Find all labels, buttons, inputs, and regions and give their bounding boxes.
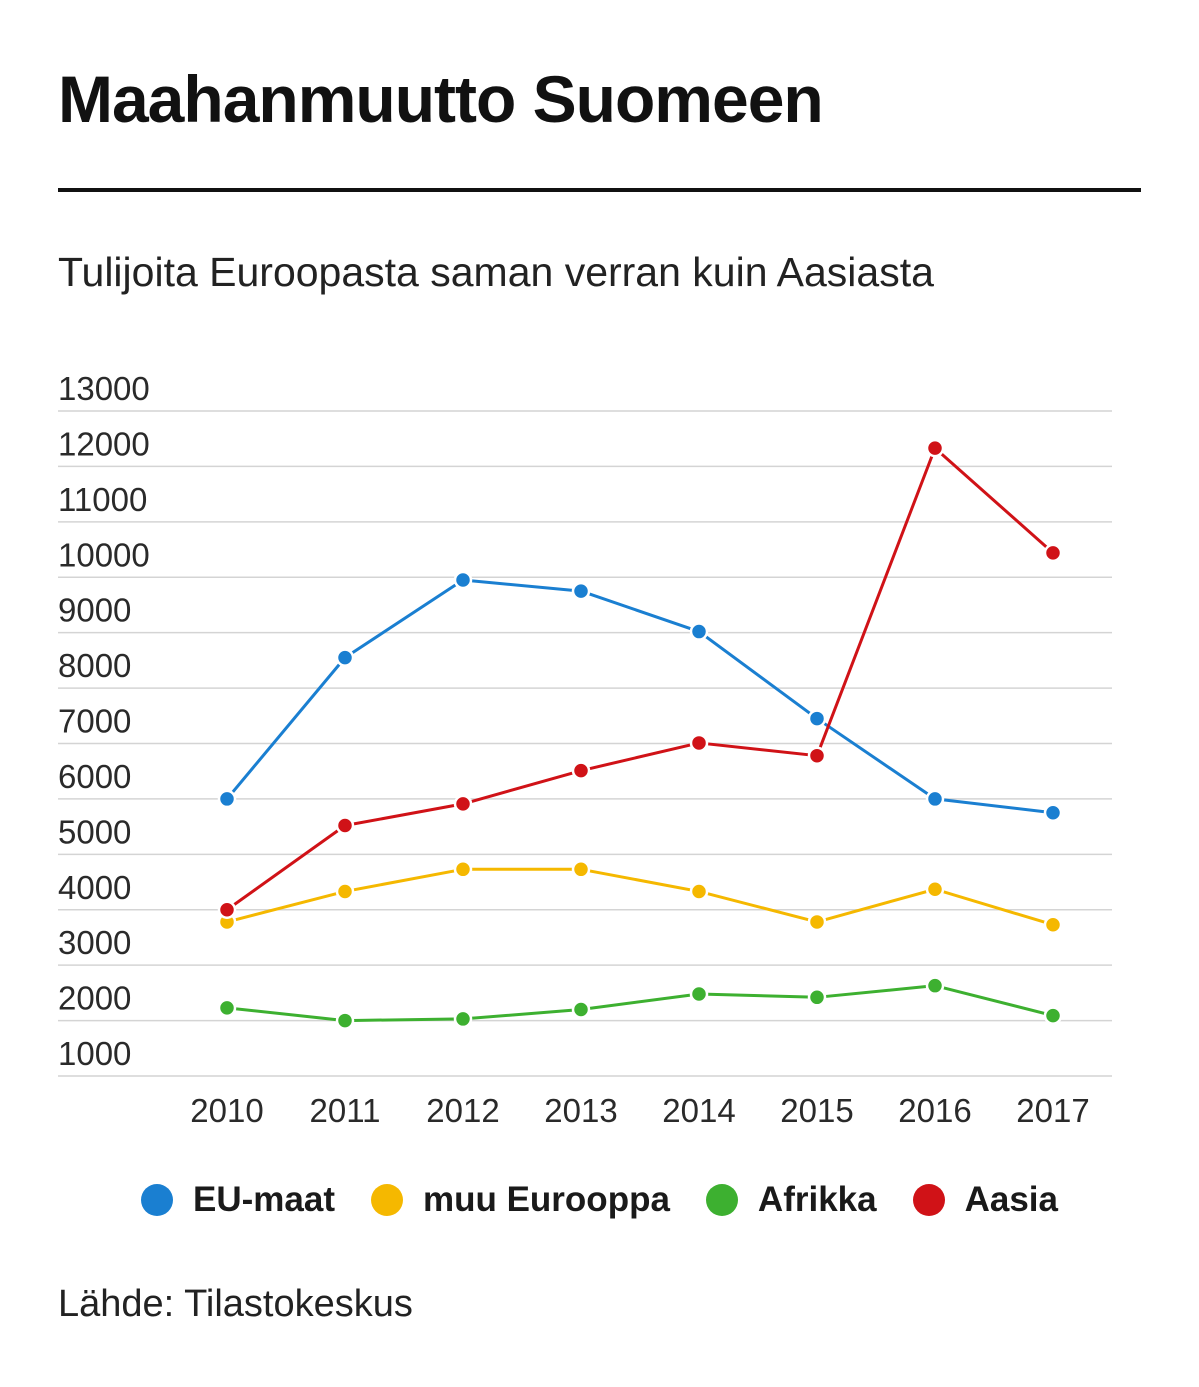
legend-swatch — [370, 1184, 403, 1216]
legend-swatch — [705, 1184, 738, 1216]
legend-swatch — [141, 1184, 173, 1216]
source-note: Lähde: Tilastokeskus — [58, 1283, 413, 1325]
series-muu-eurooppa — [217, 860, 1063, 934]
series-eu-maat — [217, 570, 1063, 823]
legend-label: Aasia — [964, 1180, 1058, 1219]
y-tick-label: 9000 — [58, 592, 131, 629]
x-tick-label: 2010 — [190, 1092, 263, 1129]
x-tick-label: 2014 — [662, 1092, 735, 1129]
y-tick-label: 12000 — [58, 425, 150, 462]
data-point — [571, 581, 591, 601]
data-point — [807, 746, 827, 765]
chart-title: Maahanmuutto Suomeen — [58, 62, 824, 136]
y-tick-label: 13000 — [58, 370, 150, 407]
data-point — [335, 816, 355, 835]
data-point — [335, 1011, 355, 1030]
data-point — [807, 709, 827, 728]
data-point — [807, 988, 827, 1007]
series-line — [226, 984, 1054, 1023]
series-line — [225, 578, 1054, 815]
series-line — [226, 867, 1054, 927]
x-tick-label: 2013 — [544, 1092, 617, 1129]
data-point — [925, 789, 945, 809]
data-point — [689, 733, 709, 753]
data-point — [925, 976, 945, 995]
y-tick-label: 6000 — [58, 758, 131, 795]
x-axis-tick-labels: 2010 2011 2012 2013 2014 2015 2016 2017 — [190, 1092, 1089, 1129]
data-point — [453, 860, 473, 879]
y-tick-label: 2000 — [58, 980, 131, 1017]
data-point — [217, 998, 237, 1018]
data-point — [571, 1000, 591, 1019]
y-tick-label: 10000 — [58, 536, 150, 573]
gridlines — [58, 410, 1112, 1077]
legend-item: EU-maat — [141, 1180, 335, 1220]
title-divider — [58, 188, 1141, 192]
data-point — [1043, 915, 1063, 934]
legend-item: Afrikka — [705, 1180, 877, 1220]
legend-swatch — [912, 1184, 945, 1216]
y-tick-label: 11000 — [58, 481, 147, 518]
y-axis-tick-labels: 13000 12000 11000 10000 9000 8000 7000 6000 5000… — [58, 370, 150, 1072]
line-chart: 13000 12000 11000 10000 9000 8000 7000 6000 5000… — [58, 370, 1112, 1129]
data-point — [453, 1009, 473, 1029]
data-point — [925, 438, 945, 458]
x-tick-label: 2016 — [898, 1092, 971, 1129]
data-point — [1043, 543, 1063, 563]
chart-subtitle: Tulijoita Euroopasta saman verran kuin A… — [58, 249, 934, 295]
legend-label: EU-maat — [193, 1180, 335, 1219]
x-tick-label: 2012 — [426, 1092, 499, 1129]
y-tick-label: 3000 — [58, 924, 131, 961]
chart-legend: EU-maat muu Eurooppa Afrikka Aasia — [0, 1180, 1199, 1220]
y-tick-label: 1000 — [58, 1035, 131, 1072]
data-point — [689, 622, 709, 641]
series-aasia — [217, 438, 1063, 919]
y-tick-label: 8000 — [58, 647, 131, 684]
series-line — [226, 446, 1054, 911]
data-point — [217, 900, 237, 919]
y-tick-label: 5000 — [58, 813, 131, 850]
data-point — [217, 789, 237, 809]
series-afrikka — [217, 976, 1063, 1030]
series-lines — [217, 438, 1063, 1030]
data-point — [925, 879, 945, 899]
data-point — [571, 761, 591, 780]
y-tick-label: 7000 — [58, 703, 131, 740]
data-point — [571, 860, 591, 879]
data-point — [335, 648, 355, 667]
x-tick-label: 2011 — [310, 1092, 381, 1129]
data-point — [807, 912, 827, 932]
x-tick-label: 2015 — [780, 1092, 853, 1129]
legend-item: muu Eurooppa — [370, 1180, 670, 1220]
data-point — [1043, 803, 1063, 823]
data-point — [453, 794, 473, 814]
data-point — [689, 984, 709, 1004]
legend-item: Aasia — [912, 1180, 1058, 1220]
data-point — [689, 882, 709, 901]
x-tick-label: 2017 — [1016, 1092, 1089, 1129]
legend-label: Afrikka — [757, 1180, 877, 1219]
data-point — [453, 570, 473, 590]
data-point — [335, 882, 355, 901]
y-tick-label: 4000 — [58, 869, 131, 906]
legend-label: muu Eurooppa — [422, 1180, 670, 1219]
data-point — [1043, 1006, 1063, 1025]
